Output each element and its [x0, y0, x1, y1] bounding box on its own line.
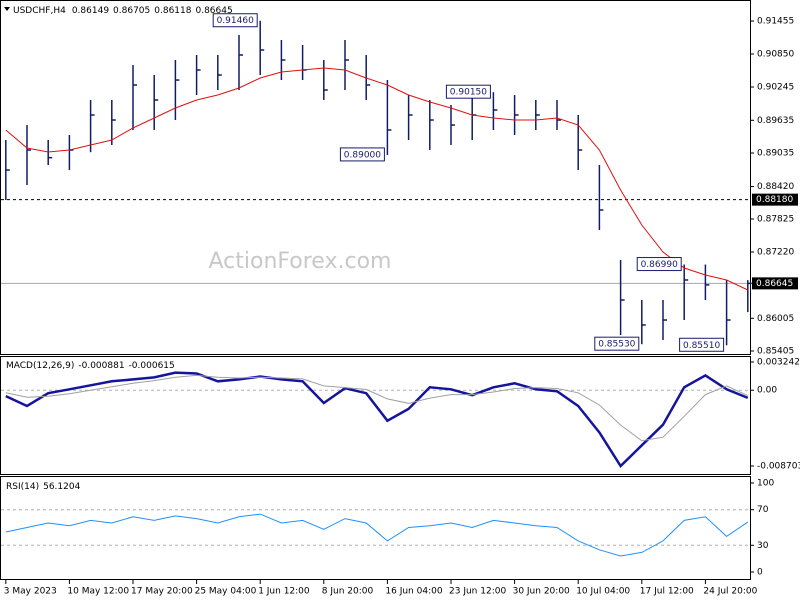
annotation-box: [636, 257, 682, 272]
x-tick-label: 30 Jun 20:00: [513, 587, 570, 597]
annotation-box: [445, 84, 491, 99]
chart-title: USDCHF,H4: [13, 6, 66, 16]
macd-main-value: -0.000881: [78, 361, 124, 371]
y-tick-label: 0.87220: [757, 248, 794, 258]
x-tick-label: 1 Jun 12:00: [258, 587, 310, 597]
x-tick-label: 17 May 20:00: [131, 587, 193, 597]
y-tick-label: 0.88420: [757, 182, 794, 192]
rsi-header: RSI(14) 56.1204: [6, 482, 81, 492]
y-tick-label: 70: [757, 505, 769, 515]
signal-line: [5, 374, 749, 442]
annotation-label: 0.85510: [683, 341, 720, 351]
rsi-line: [5, 513, 749, 557]
y-tick-label: 100: [757, 479, 774, 489]
panel-frame: [0, 476, 751, 580]
current-price-box: [752, 277, 798, 290]
annotation-box: [212, 13, 258, 28]
macd-header: MACD(12,26,9) -0.000881 -0.000615: [6, 361, 175, 371]
x-tick-label: 10 Jul 04:00: [576, 587, 630, 597]
symbol-marker: [4, 7, 10, 11]
x-tick-label: 17 Jul 12:00: [640, 587, 694, 597]
annotation-label: 0.86990: [641, 260, 678, 270]
level-label-box: [752, 193, 798, 206]
y-tick-label: 0: [757, 568, 763, 578]
quote-high: 0.86705: [113, 6, 150, 16]
annotation-label: 0.85530: [598, 340, 635, 350]
y-tick-label: 0.89635: [757, 116, 794, 126]
annotation-box: [679, 337, 725, 352]
panel-frame: [0, 356, 751, 475]
quote-close: 0.86645: [195, 6, 232, 16]
y-tick-label: 30: [757, 541, 769, 551]
y-tick-label: 0.86005: [757, 314, 794, 324]
annotation-label: 0.91460: [217, 16, 254, 26]
y-tick-label: 0.00: [757, 386, 777, 396]
y-tick-label: 0.90850: [757, 50, 794, 60]
x-tick-label: 3 May 2023: [4, 587, 57, 597]
rsi-value: 56.1204: [43, 482, 80, 492]
y-tick-label: 0.89035: [757, 149, 794, 159]
macd-line: [5, 371, 749, 468]
panel-frame: [0, 0, 751, 355]
level-label: 0.88180: [756, 195, 793, 205]
quote-open: 0.86149: [72, 6, 109, 16]
current-price-label: 0.86645: [756, 279, 793, 289]
macd-signal-value: -0.000615: [129, 361, 175, 371]
x-tick-label: 16 Jun 04:00: [385, 587, 442, 597]
y-tick-label: 0.87825: [757, 215, 794, 225]
annotation-label: 0.90150: [450, 88, 487, 98]
annotation-label: 0.89000: [344, 150, 381, 160]
watermark: ActionForex.com: [209, 249, 392, 274]
moving-average: [5, 67, 749, 291]
x-tick-label: 23 Jun 12:00: [449, 587, 506, 597]
y-tick-label: 0.003242: [757, 358, 800, 368]
y-tick-label: 0.91455: [757, 17, 794, 27]
y-tick-label: -0.008703: [757, 462, 800, 472]
annotation-box: [594, 336, 640, 351]
chart-header: USDCHF,H4 0.86149 0.86705 0.86118 0.86645: [13, 6, 233, 16]
x-tick-label: 8 Jun 20:00: [322, 587, 374, 597]
x-tick-label: 10 May 12:00: [67, 587, 129, 597]
x-tick-label: 24 Jul 20:00: [703, 587, 757, 597]
quote-low: 0.86118: [154, 6, 191, 16]
y-tick-label: 0.90245: [757, 83, 794, 93]
rsi-title: RSI(14): [6, 482, 39, 492]
x-tick-label: 25 May 04:00: [195, 587, 257, 597]
macd-title: MACD(12,26,9): [6, 361, 74, 371]
annotation-box: [339, 147, 385, 162]
y-tick-label: 0.85405: [757, 347, 794, 357]
